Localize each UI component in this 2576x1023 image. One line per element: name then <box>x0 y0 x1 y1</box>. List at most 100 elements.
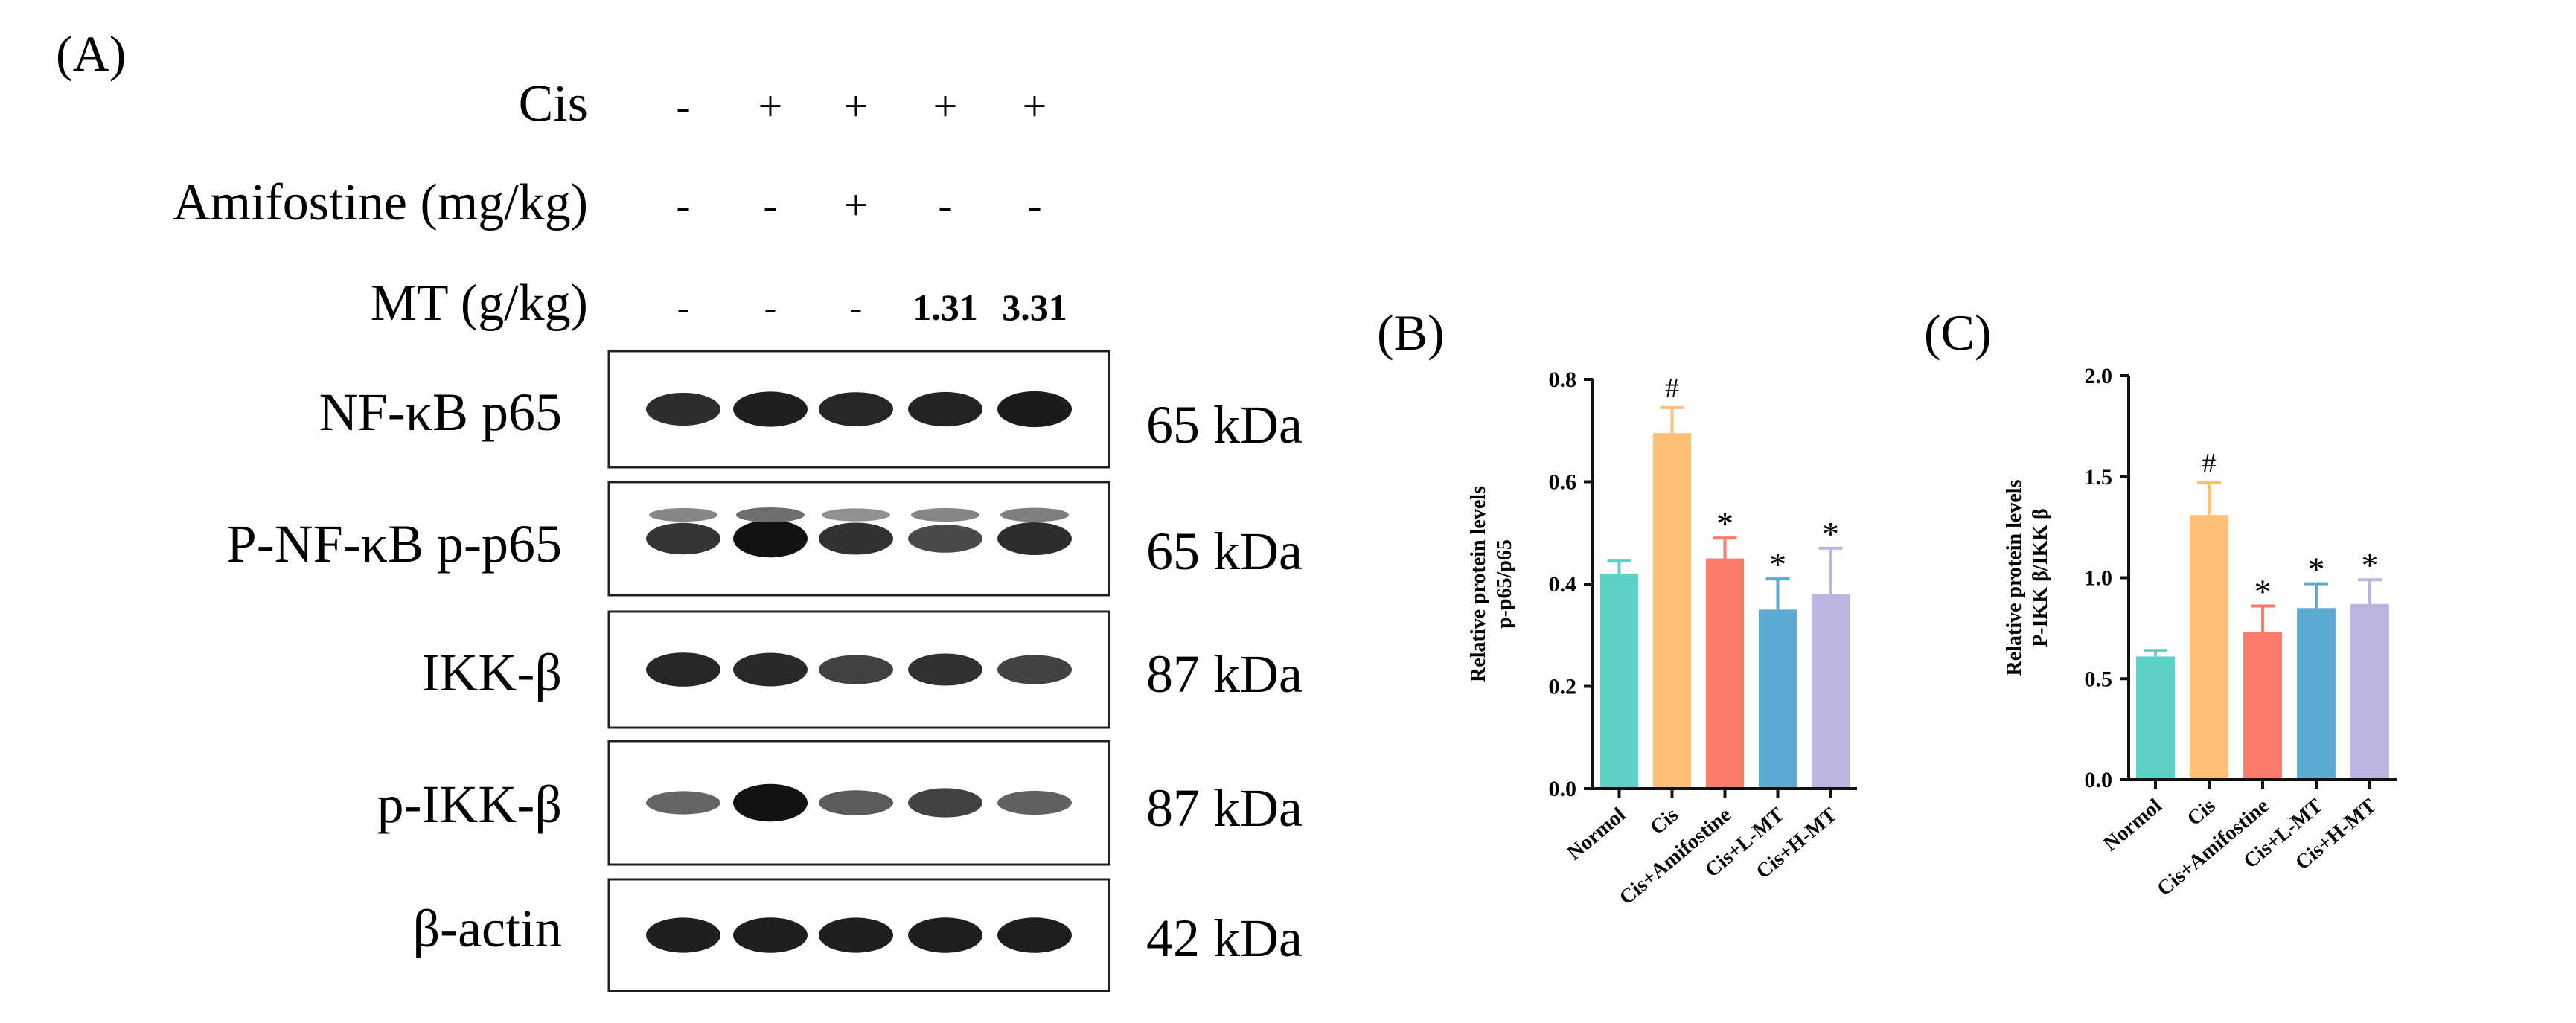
x-tick-label: Cis <box>1646 804 1683 840</box>
protein-band <box>733 652 808 687</box>
significance-marker: * <box>2308 551 2325 589</box>
protein-band <box>733 519 808 558</box>
y-tick-label: 0.2 <box>1549 675 1577 699</box>
treatment-label: Cis <box>519 75 588 132</box>
western-blot-panel: (A) Cis - + + + + Amifostine (mg/kg) - - + - - MT (g/… <box>56 25 1303 992</box>
treatment-value: - <box>677 286 690 328</box>
significance-marker: * <box>2254 573 2272 611</box>
significance-marker: * <box>1716 504 1733 542</box>
protein-band <box>908 788 982 818</box>
protein-band <box>819 655 893 684</box>
treatment-label: Amifostine (mg/kg) <box>173 174 588 231</box>
protein-label: IKK-β <box>421 643 562 702</box>
treatment-value: - <box>676 181 690 229</box>
panel-label-a: (A) <box>56 25 126 82</box>
significance-marker: * <box>1822 515 1839 553</box>
y-tick-label: 0.6 <box>1549 470 1577 495</box>
bar <box>1811 594 1850 789</box>
protein-band <box>908 653 982 686</box>
significance-marker: # <box>1665 373 1679 404</box>
molecular-weight-label: 42 kDa <box>1146 908 1303 968</box>
treatment-value: - <box>938 181 952 229</box>
protein-band <box>646 393 720 426</box>
y-axis-label: p-p65/p65 <box>1493 539 1516 629</box>
protein-band <box>819 522 893 555</box>
x-tick-label: Normol <box>1563 803 1630 865</box>
protein-band <box>819 917 893 953</box>
y-tick-label: 2.0 <box>2085 364 2113 388</box>
protein-band <box>646 652 720 687</box>
bar-chart-ikk: (C)Normol#Cis*Cis+Amifostine*Cis+L-MT*Ci… <box>1924 304 2397 901</box>
protein-band-upper <box>822 508 890 522</box>
treatment-value: + <box>844 181 869 229</box>
protein-band <box>646 522 720 555</box>
protein-band-upper <box>736 507 805 522</box>
protein-band-upper <box>1000 507 1069 522</box>
significance-marker: # <box>2202 448 2217 479</box>
y-axis-label: Relative protein levels <box>2003 479 2026 676</box>
treatment-value: - <box>763 181 777 229</box>
protein-band <box>733 783 808 822</box>
bar-chart-p65: (B)Normol#Cis*Cis+Amifostine*Cis+L-MT*Ci… <box>1377 304 1857 910</box>
treatment-value: + <box>1023 82 1047 130</box>
protein-band <box>997 790 1072 815</box>
protein-band-upper <box>911 507 979 522</box>
x-tick-label: Cis <box>2183 795 2220 831</box>
significance-marker: * <box>2362 546 2379 584</box>
protein-band <box>997 655 1072 684</box>
treatment-label: MT (g/kg) <box>371 275 588 332</box>
panel-label: (C) <box>1924 304 1992 361</box>
treatment-value: - <box>676 82 690 130</box>
bar <box>1758 609 1797 789</box>
molecular-weight-label: 65 kDa <box>1146 522 1303 581</box>
treatment-value: - <box>1027 181 1041 229</box>
bar <box>2136 656 2175 780</box>
protein-band <box>908 917 982 953</box>
protein-band <box>819 790 893 815</box>
treatment-value: + <box>844 82 869 130</box>
treatment-value: - <box>850 286 863 328</box>
treatment-value: + <box>933 82 958 130</box>
y-tick-label: 1.5 <box>2085 465 2113 490</box>
protein-label: NF-κB p65 <box>319 382 562 442</box>
y-tick-label: 1.0 <box>2085 566 2113 591</box>
protein-label: p-IKK-β <box>377 775 562 834</box>
protein-label: β-actin <box>412 899 562 958</box>
y-tick-label: 0.4 <box>1549 572 1577 597</box>
y-tick-label: 0.0 <box>2085 768 2113 792</box>
y-tick-label: 0.5 <box>2085 667 2113 691</box>
bar <box>1705 558 1745 789</box>
bar <box>2243 632 2282 780</box>
treatment-value: 3.31 <box>1002 286 1067 328</box>
y-tick-label: 0.8 <box>1549 368 1577 392</box>
bar <box>2190 515 2228 780</box>
y-axis-label: Relative protein levels <box>1467 486 1490 682</box>
molecular-weight-label: 65 kDa <box>1146 395 1303 455</box>
bar <box>2297 608 2336 780</box>
treatment-value: - <box>764 286 777 328</box>
protein-band <box>908 391 982 427</box>
protein-band <box>646 791 720 815</box>
molecular-weight-label: 87 kDa <box>1146 644 1303 704</box>
x-tick-label: Normol <box>2099 794 2166 856</box>
treatment-value: 1.31 <box>913 286 978 328</box>
treatment-value: + <box>758 82 783 130</box>
protein-band <box>646 917 720 953</box>
panel-label: (B) <box>1377 304 1445 361</box>
protein-band <box>997 522 1072 555</box>
bar <box>1599 574 1639 789</box>
y-axis-label: P-IKK β/IKK β <box>2029 508 2052 647</box>
y-tick-label: 0.0 <box>1549 777 1577 801</box>
protein-band <box>997 391 1072 428</box>
protein-label: P-NF-κB p-p65 <box>227 514 562 574</box>
protein-band <box>733 917 808 953</box>
protein-band <box>819 392 893 426</box>
protein-band <box>997 917 1072 953</box>
protein-band <box>733 391 808 427</box>
bar <box>1652 433 1692 789</box>
protein-band-upper <box>649 507 717 522</box>
molecular-weight-label: 87 kDa <box>1146 778 1303 838</box>
protein-band <box>908 525 982 553</box>
bar <box>2350 603 2389 780</box>
